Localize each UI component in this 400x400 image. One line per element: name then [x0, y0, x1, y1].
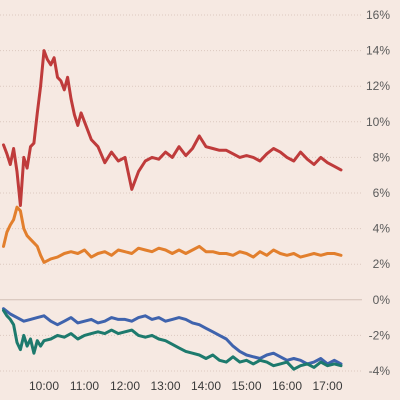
y-tick-label: 10%: [366, 115, 390, 129]
x-tick-label: 10:00: [29, 379, 59, 393]
y-tick-label: 12%: [366, 79, 390, 93]
x-axis-tick-labels: 10:00 11:00 12:00 13:00 14:00 15:00 16:00 17:00: [29, 379, 343, 393]
x-tick-label: 15:00: [231, 379, 261, 393]
x-tick-label: 16:00: [272, 379, 302, 393]
series-line-3: [2, 309, 343, 371]
y-tick-label: 14%: [366, 44, 390, 58]
y-tick-label: 16%: [366, 8, 390, 22]
series-line-1: [2, 205, 343, 264]
y-tick-label: 4%: [373, 222, 391, 236]
x-tick-label: 17:00: [312, 379, 342, 393]
series-lines: [2, 49, 343, 371]
x-tick-label: 13:00: [150, 379, 180, 393]
y-tick-label: 2%: [373, 257, 391, 271]
y-tick-label: -2%: [369, 328, 391, 342]
series-line-2: [2, 307, 343, 366]
y-tick-label: 6%: [373, 186, 391, 200]
series-line-0: [2, 49, 343, 207]
y-tick-label: 8%: [373, 150, 391, 164]
y-axis-tick-labels: 16% 14% 12% 10% 8% 6% 4% 2% 0% -2% -4%: [366, 8, 390, 378]
x-tick-label: 12:00: [110, 379, 140, 393]
y-tick-label: 0%: [373, 293, 391, 307]
gridlines: [0, 14, 362, 372]
x-tick-label: 14:00: [191, 379, 221, 393]
y-tick-label: -4%: [369, 364, 391, 378]
x-tick-label: 11:00: [70, 379, 99, 393]
